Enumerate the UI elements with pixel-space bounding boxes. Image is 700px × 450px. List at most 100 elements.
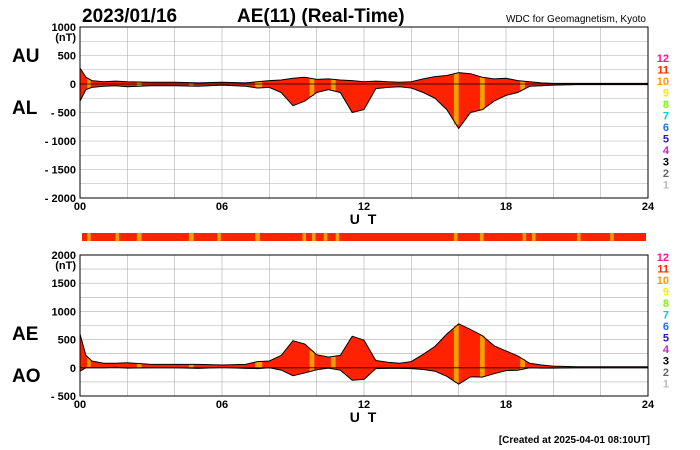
plot-frame [79, 254, 649, 397]
y-tick-label: 500 [58, 335, 76, 347]
station-count-label: 11 [657, 264, 669, 276]
intensity-band [309, 78, 315, 96]
x-tick-label: 18 [500, 201, 512, 213]
status-strip-segment [323, 233, 328, 241]
y-tick-label: 1500 [52, 278, 76, 290]
station-count-label: 7 [663, 310, 669, 322]
station-count-label: 4 [663, 145, 670, 157]
status-strip-segment [188, 233, 194, 241]
station-count-label: 12 [657, 252, 669, 264]
status-strip-segment [302, 233, 307, 241]
station-count-label: 2 [663, 168, 669, 180]
intensity-band [188, 364, 194, 369]
date-label: 2023/01/16 [82, 6, 177, 27]
intensity-band [255, 81, 263, 88]
intensity-band [520, 81, 525, 91]
station-count-label: 9 [663, 287, 669, 299]
series-line-au [80, 67, 648, 84]
x-axis-label: U T [350, 211, 379, 227]
chart-title: AE(11) (Real-Time) [237, 6, 405, 27]
created-timestamp: [Created at 2025-04-01 08:10UT] [499, 435, 650, 446]
station-count-label: 1 [663, 180, 669, 192]
intensity-band [330, 79, 336, 91]
status-strip-segment [453, 233, 458, 241]
station-count-label: 5 [663, 134, 669, 146]
y-tick-label: - 1500 [45, 165, 76, 177]
intensity-band [453, 325, 459, 383]
y-tick-label: 0 [70, 79, 76, 91]
status-strip-segment [136, 233, 142, 241]
y-tick-label: - 500 [51, 391, 76, 403]
status-strip-bar [82, 233, 646, 241]
station-count-label: 6 [663, 122, 669, 134]
y-tick-label: - 2000 [45, 193, 76, 205]
series-label-ae: AE [12, 324, 38, 345]
x-tick-label: 06 [216, 201, 228, 213]
x-axis-label: U T [350, 409, 379, 425]
status-strip [82, 233, 646, 241]
y-tick-label: 1000 [52, 22, 76, 34]
series-label-ao: AO [12, 366, 41, 387]
x-tick-label: 24 [642, 201, 655, 213]
status-strip-segment [479, 233, 484, 241]
y-axis-unit: (nT) [55, 32, 76, 44]
status-strip-segment [335, 233, 340, 241]
station-count-label: 8 [663, 99, 669, 111]
activity-area [80, 323, 648, 385]
series-label-al: AL [12, 98, 38, 119]
station-count-label: 10 [657, 275, 669, 287]
station-count-label: 12 [657, 53, 669, 65]
x-tick-label: 24 [642, 399, 655, 411]
intensity-band [255, 361, 263, 369]
plot-frame [79, 26, 649, 199]
status-strip-segment [87, 233, 91, 241]
station-count-label: 1 [663, 379, 669, 391]
ae-ao-panel: 2000 1500 1000 500 0 - 500 (nT) 00 06 12 18 24 U T AE… [12, 250, 655, 425]
x-tick-label: 12 [358, 201, 370, 213]
station-count-label: 7 [663, 111, 669, 123]
x-tick-label: 00 [74, 201, 86, 213]
series-line-ae [80, 323, 648, 368]
y-tick-label: 2000 [52, 250, 76, 262]
station-count-label: 3 [663, 157, 669, 169]
y-tick-label: - 1000 [45, 136, 76, 148]
series-label-au: AU [12, 46, 39, 67]
station-count-label: 6 [663, 321, 669, 333]
station-count-label: 5 [663, 333, 669, 345]
y-tick-label: 1000 [52, 306, 76, 318]
source-label: WDC for Geomagnetism, Kyoto [506, 14, 646, 25]
status-strip-segment [532, 233, 536, 241]
status-strip-segment [610, 233, 614, 241]
status-strip-segment [255, 233, 260, 241]
y-tick-label: - 500 [51, 108, 76, 120]
y-axis-unit: (nT) [55, 260, 76, 272]
intensity-band [309, 350, 315, 372]
activity-area [80, 68, 648, 129]
station-count-label: 9 [663, 88, 669, 100]
x-tick-label: 00 [74, 399, 86, 411]
au-al-panel: 1000 500 0 - 500 - 1000 - 1500 - 2000 (nT) 00 06 1… [12, 22, 655, 227]
intensity-band [479, 77, 485, 110]
x-tick-label: 18 [500, 399, 512, 411]
intensity-band [330, 356, 336, 369]
series-line-al [80, 84, 648, 130]
y-tick-label: 0 [70, 363, 76, 375]
station-count-label: 8 [663, 298, 669, 310]
intensity-band [136, 363, 142, 368]
status-strip-segment [577, 233, 581, 241]
station-count-label: 2 [663, 367, 669, 379]
y-tick-label: 500 [58, 51, 76, 63]
status-strip-segment [217, 233, 221, 241]
intensity-band [87, 358, 91, 368]
intensity-band [453, 73, 459, 125]
station-count-label: 4 [663, 344, 670, 356]
station-count-label: 10 [657, 76, 669, 88]
status-strip-segment [522, 233, 527, 241]
x-tick-label: 12 [358, 399, 370, 411]
intensity-band [479, 335, 485, 378]
x-tick-label: 06 [216, 399, 228, 411]
station-count-label: 3 [663, 356, 669, 368]
